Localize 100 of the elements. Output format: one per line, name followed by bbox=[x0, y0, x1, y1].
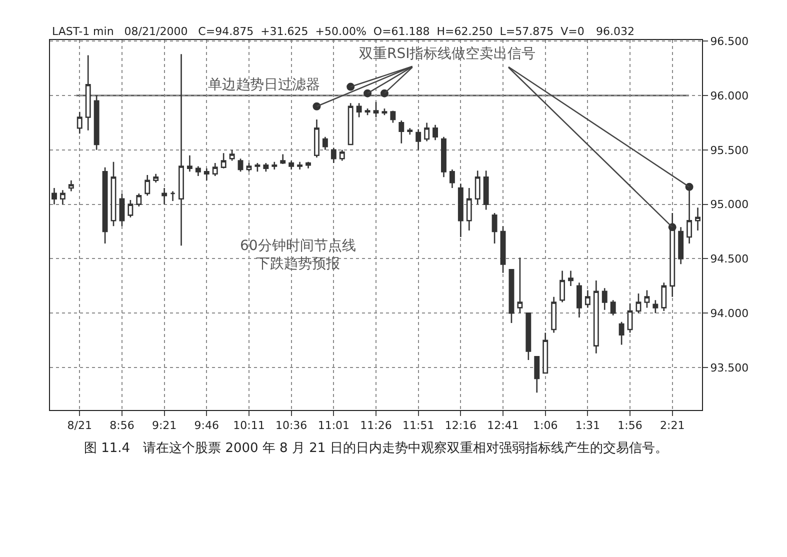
candlestick bbox=[551, 296, 557, 334]
candlestick bbox=[483, 170, 489, 210]
candlestick bbox=[584, 290, 590, 308]
candlestick bbox=[330, 147, 336, 164]
candlestick bbox=[398, 120, 404, 144]
candlestick bbox=[297, 161, 303, 170]
x-tick-label: 11:26 bbox=[360, 419, 392, 432]
candlestick bbox=[602, 287, 608, 311]
candlestick bbox=[212, 162, 218, 177]
candlestick bbox=[364, 108, 370, 116]
candlestick bbox=[636, 292, 642, 314]
candlestick bbox=[610, 299, 616, 316]
x-tick-label: 11:51 bbox=[402, 419, 434, 432]
y-tick-label: 96.500 bbox=[710, 34, 749, 48]
y-tick-label: 93.500 bbox=[710, 361, 749, 374]
candlestick bbox=[280, 154, 286, 165]
candlestick bbox=[356, 102, 362, 118]
candlestick bbox=[670, 212, 676, 298]
x-tick-label: 10:36 bbox=[275, 419, 308, 432]
candlestick bbox=[458, 183, 464, 238]
candlestick bbox=[94, 94, 100, 151]
candlestick bbox=[85, 54, 91, 131]
candlestick bbox=[136, 192, 142, 208]
candlestick bbox=[162, 187, 168, 205]
candlestick bbox=[390, 110, 396, 124]
x-tick-label: 12:41 bbox=[487, 419, 519, 432]
candlestick bbox=[424, 122, 430, 142]
text: 96.032 bbox=[596, 25, 634, 38]
candlestick bbox=[204, 168, 210, 182]
y-tick-label: 95.000 bbox=[710, 198, 749, 212]
candlestick bbox=[102, 166, 108, 244]
candlestick bbox=[110, 161, 116, 227]
candlestick bbox=[322, 136, 328, 151]
candlestick bbox=[534, 356, 540, 394]
candlestick bbox=[195, 166, 201, 177]
candlestick bbox=[373, 101, 379, 118]
x-tick-label: 12:16 bbox=[444, 419, 477, 432]
y-tick-label: 94.500 bbox=[710, 252, 749, 266]
candlestick bbox=[526, 312, 532, 361]
y-tick-label: 96.000 bbox=[710, 89, 749, 102]
candlestick bbox=[178, 54, 184, 246]
x-tick-label: 8:56 bbox=[110, 419, 134, 432]
candlestick bbox=[432, 124, 438, 141]
annotation: 60分钟时间节点线下跌趋势预报 bbox=[240, 238, 356, 272]
y-tick-label: 94.000 bbox=[710, 307, 749, 320]
x-tick-label: 1:06 bbox=[533, 419, 558, 432]
candlestick bbox=[238, 158, 244, 172]
candlestick bbox=[288, 160, 294, 170]
candlestick bbox=[644, 290, 650, 308]
x-tick-label: 9:46 bbox=[194, 419, 219, 432]
x-tick-label: 1:31 bbox=[575, 419, 600, 432]
candlestick bbox=[474, 170, 480, 205]
candlestick bbox=[695, 206, 700, 232]
ref-line-label: 单边趋势日过滤器 bbox=[208, 77, 320, 93]
x-tick-label: 10:11 bbox=[233, 419, 265, 432]
candlestick bbox=[449, 168, 455, 189]
candlestick bbox=[466, 187, 472, 232]
x-tick-label: 8/21 bbox=[67, 419, 92, 432]
candlestick bbox=[306, 161, 311, 170]
candlestick bbox=[678, 226, 684, 265]
candlestick bbox=[314, 118, 320, 158]
candlestick bbox=[52, 187, 57, 205]
candlestick bbox=[153, 173, 159, 184]
candlestick bbox=[254, 162, 260, 172]
candlestick bbox=[542, 332, 548, 374]
candlestick bbox=[560, 270, 566, 303]
candlestick bbox=[382, 108, 388, 116]
caption: 图 11.4 请在这个股票 2000 年 8 月 21 日的日内走势中观察双重相对强弱指标线产生的交易信号。 bbox=[84, 440, 668, 456]
candlestick bbox=[416, 128, 422, 151]
candlestick bbox=[407, 128, 413, 136]
candlestick bbox=[272, 161, 278, 170]
candlestick bbox=[60, 190, 66, 205]
candlestick bbox=[128, 199, 134, 218]
candlestick bbox=[76, 111, 82, 134]
candlestick bbox=[246, 162, 252, 172]
candlestick bbox=[492, 212, 498, 244]
candlestick bbox=[500, 225, 506, 274]
candlestick bbox=[186, 154, 192, 172]
candlestick bbox=[661, 282, 667, 312]
candlestick bbox=[263, 162, 269, 172]
chart-subtitle: LAST-1 min 08/21/2000 C=94.875 +31.625 +50.00% O=61.188 H=62.250 L=57.875 V=0 bbox=[52, 25, 584, 38]
x-tick-label: 2:21 bbox=[660, 419, 685, 432]
candlestick bbox=[441, 136, 446, 178]
candlestick bbox=[593, 280, 599, 354]
candlestick bbox=[576, 282, 582, 318]
y-tick-label: 95.500 bbox=[710, 144, 749, 157]
candlestick bbox=[68, 180, 74, 192]
candlestick bbox=[170, 190, 176, 202]
candlestick bbox=[627, 302, 633, 334]
series-label: 双重RSI指标线做空卖出信号 bbox=[359, 46, 536, 62]
candlestick bbox=[144, 174, 150, 196]
candlestick bbox=[348, 102, 354, 146]
x-tick-label: 11:01 bbox=[318, 419, 350, 432]
candlestick bbox=[517, 257, 523, 314]
candlestick bbox=[339, 149, 345, 162]
candlestick bbox=[618, 321, 624, 346]
candlestick bbox=[508, 268, 514, 324]
x-tick-label: 9:21 bbox=[152, 419, 177, 432]
candlestick bbox=[568, 270, 574, 287]
candlestick bbox=[652, 299, 658, 314]
